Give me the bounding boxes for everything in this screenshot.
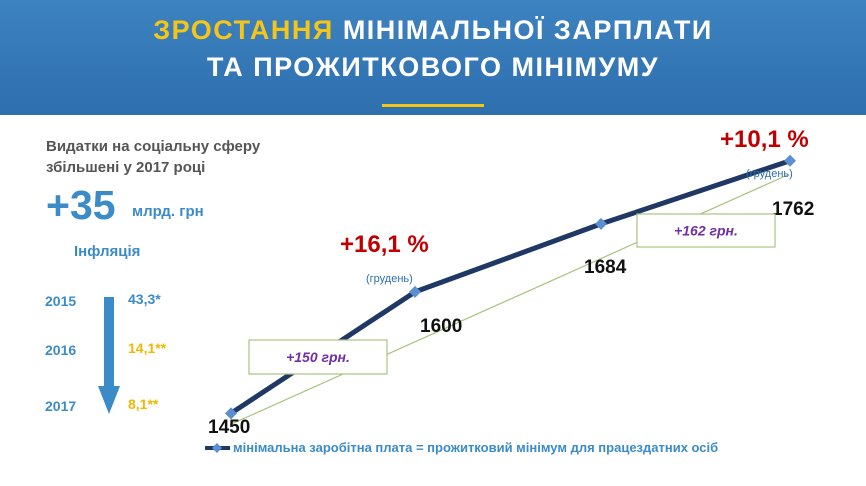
- title-accent: ЗРОСТАННЯ: [153, 15, 334, 45]
- increase-box-0: [248, 339, 388, 375]
- series-line: [228, 158, 793, 416]
- inflation-year-2016: 2016: [45, 342, 77, 358]
- data-label-1: 1600: [420, 316, 462, 337]
- title-line1-rest: МІНІМАЛЬНОЇ ЗАРПЛАТИ: [333, 15, 713, 45]
- inflation-year-2017: 2017: [45, 398, 77, 414]
- inflation-value-2017: 8,1**: [128, 396, 159, 412]
- inflation-down-arrow-icon: [98, 297, 120, 414]
- inflation-value-2015: 43,3*: [128, 291, 161, 307]
- page-title-line1: ЗРОСТАННЯ МІНІМАЛЬНОЇ ЗАРПЛАТИ: [0, 15, 866, 46]
- inflation-value-2016: 14,1**: [128, 340, 167, 356]
- data-label-3: 1762: [772, 199, 814, 220]
- trend-line: [232, 174, 789, 424]
- data-point-1: [409, 285, 421, 298]
- data-point-3: [784, 154, 796, 167]
- data-point-2: [595, 217, 607, 230]
- data-point-0: [225, 407, 237, 420]
- percent-note-0: (грудень): [366, 273, 413, 285]
- inflation-title: Інфляція: [74, 243, 141, 260]
- inflation-year-2015: 2015: [45, 293, 77, 309]
- spending-text-line1: Видатки на соціальну сферу: [46, 138, 261, 155]
- percent-annotation-1: +10,1 %: [720, 126, 809, 153]
- legend-swatch-marker: [212, 443, 222, 453]
- percent-note-1: (грудень): [746, 168, 793, 180]
- spending-text-line2: збільшені у 2017 році: [46, 159, 206, 176]
- data-label-2: 1684: [584, 257, 627, 278]
- increase-box-1: [636, 213, 776, 248]
- header-banner: ЗРОСТАННЯ МІНІМАЛЬНОЇ ЗАРПЛАТИ ТА ПРОЖИТ…: [0, 0, 866, 115]
- spending-unit: млрд. грн: [132, 203, 204, 220]
- increase-label-1: +162 грн.: [674, 223, 738, 239]
- percent-annotation-0: +16,1 %: [340, 231, 429, 258]
- data-label-0: 1450: [208, 417, 250, 438]
- legend-label: мінімальна заробітна плата = прожитковий…: [233, 440, 719, 455]
- increase-label-0: +150 грн.: [286, 349, 350, 365]
- spending-amount: +35: [46, 182, 116, 228]
- page-title-line2: ТА ПРОЖИТКОВОГО МІНІМУМУ: [206, 52, 660, 82]
- title-underline: [382, 104, 484, 107]
